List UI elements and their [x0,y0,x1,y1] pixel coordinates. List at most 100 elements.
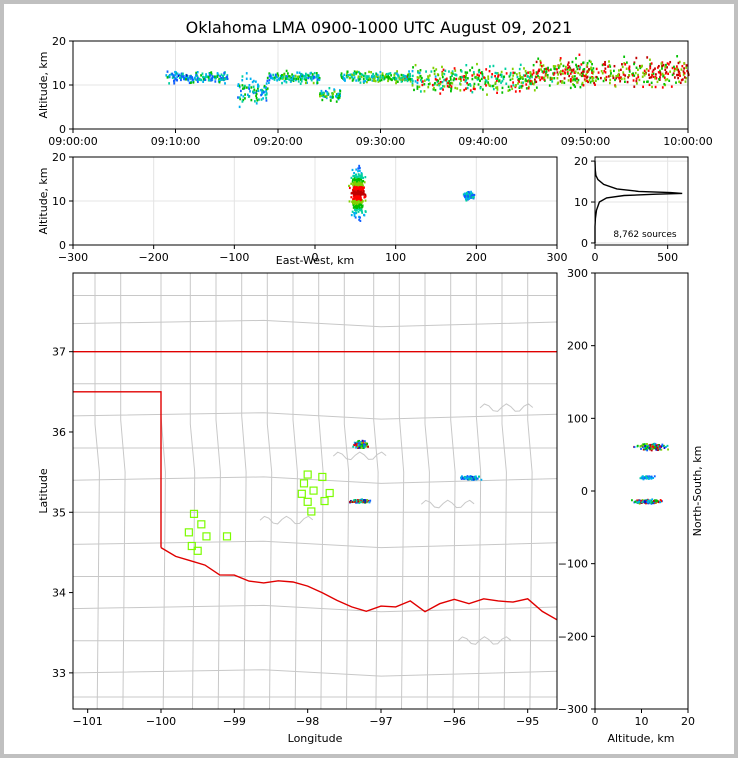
source-point [592,79,595,83]
source-point [412,66,414,69]
source-point [661,443,664,446]
source-point [460,79,462,82]
altitude-eastwest-grid [72,156,558,246]
source-point [532,71,535,75]
source-point [448,85,450,89]
source-point [561,69,564,73]
source-point [653,475,656,478]
source-point [364,176,367,179]
source-point [559,80,562,83]
source-point [464,71,467,74]
source-point [660,500,663,503]
source-point [624,63,627,66]
source-point [459,77,462,81]
source-point [595,67,598,71]
source-point [358,174,361,177]
source-point [520,85,523,88]
source-point [322,95,325,98]
source-point [343,73,346,77]
source-point [441,80,444,84]
source-point [199,78,202,81]
source-point [281,81,283,85]
county-line [94,273,100,709]
source-point [585,73,587,77]
altitude-histogram-frame [594,156,689,246]
source-point [529,82,532,85]
source-point [539,59,542,63]
source-point [663,446,666,449]
source-point [488,69,491,73]
source-point [495,79,498,82]
source-point [524,74,527,77]
source-point [528,80,531,83]
source-point [640,499,643,502]
source-point [622,73,625,76]
x-tick-label: −100 [146,715,176,728]
source-point [361,211,364,214]
source-point [471,477,474,480]
source-point [355,197,358,200]
source-point [185,78,187,81]
source-point [379,70,382,74]
source-point [356,206,359,210]
source-point [663,82,666,86]
source-point [171,72,174,76]
source-point [636,444,639,447]
source-point [380,78,383,82]
source-point [355,168,358,171]
source-point [265,96,268,100]
source-point [360,441,363,444]
source-point [379,76,382,79]
source-point [655,501,657,504]
source-point [403,74,406,78]
source-point [382,74,384,78]
source-point [361,180,364,183]
source-point [511,67,514,71]
source-point [298,71,301,74]
source-point [652,477,655,480]
source-point [357,188,360,191]
source-point [353,444,355,447]
source-point [355,441,358,444]
source-point [273,78,276,81]
source-point [437,79,440,82]
source-point [601,63,604,67]
source-point [657,444,660,447]
source-point [361,498,363,501]
source-point [465,73,468,76]
source-point [358,446,361,449]
source-point [470,196,472,199]
source-point [638,64,641,68]
source-point [214,80,217,83]
source-point [417,76,420,79]
source-point [251,80,254,84]
source-point [450,87,453,91]
source-point [300,74,303,78]
source-point [460,477,463,480]
source-point [685,66,688,69]
source-point [547,69,550,72]
source-point [390,74,393,77]
source-point [500,75,503,78]
source-point [677,73,680,77]
source-point [453,77,456,80]
source-point [644,72,647,75]
source-point [567,79,570,82]
source-point [516,75,519,79]
source-point [357,170,359,173]
source-point [408,70,410,73]
source-point [355,193,358,197]
source-point [678,72,681,75]
source-point [189,75,192,78]
source-point [646,56,649,59]
source-point [265,82,268,85]
source-point [309,72,312,75]
source-point [358,205,361,208]
source-point [242,98,245,102]
source-point [463,75,466,78]
source-point [494,81,497,84]
source-point [458,77,460,80]
source-point [419,69,422,72]
source-point [367,75,370,78]
source-point [353,213,356,216]
